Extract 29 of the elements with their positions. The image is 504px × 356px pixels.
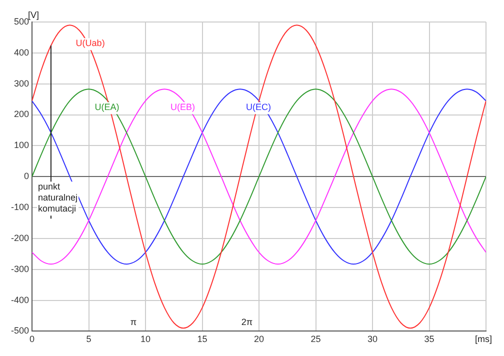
y-tick-label: 300 bbox=[14, 78, 30, 88]
y-axis-title: [V] bbox=[28, 10, 40, 20]
y-tick-label: -300 bbox=[11, 264, 30, 274]
y-tick-label: 100 bbox=[14, 140, 30, 150]
series-label: U(EC) bbox=[246, 102, 272, 112]
x-tick-label: 5 bbox=[86, 334, 92, 344]
y-tick-label: 0 bbox=[24, 171, 30, 182]
series-label: U(EB) bbox=[170, 102, 195, 112]
y-tick-label: -400 bbox=[11, 294, 30, 305]
line-series bbox=[32, 24, 486, 329]
annotation: 2π bbox=[241, 317, 253, 328]
line-series bbox=[32, 88, 486, 265]
y-tick-label: 400 bbox=[14, 47, 30, 58]
y-tick-label: -200 bbox=[11, 232, 30, 243]
y-tick-label: -500 bbox=[11, 326, 30, 336]
y-tick-label: -100 bbox=[11, 202, 30, 212]
y-tick-label: 200 bbox=[14, 109, 30, 120]
annotation: punkt naturalnej komutacji bbox=[38, 182, 78, 214]
annotation: π bbox=[130, 317, 137, 328]
x-tick-label: 20 bbox=[254, 334, 264, 344]
series-label: U(EA) bbox=[94, 102, 120, 112]
y-tick-label: 500 bbox=[14, 16, 30, 26]
series-label: U(Uab) bbox=[76, 38, 105, 48]
x-axis-title: [ms] bbox=[475, 334, 492, 344]
x-tick-label: 25 bbox=[310, 334, 321, 344]
x-tick-label: 30 bbox=[367, 334, 378, 344]
x-tick-label: 15 bbox=[197, 334, 208, 344]
x-tick-label: 10 bbox=[140, 334, 151, 344]
x-tick-label: 35 bbox=[424, 334, 434, 344]
